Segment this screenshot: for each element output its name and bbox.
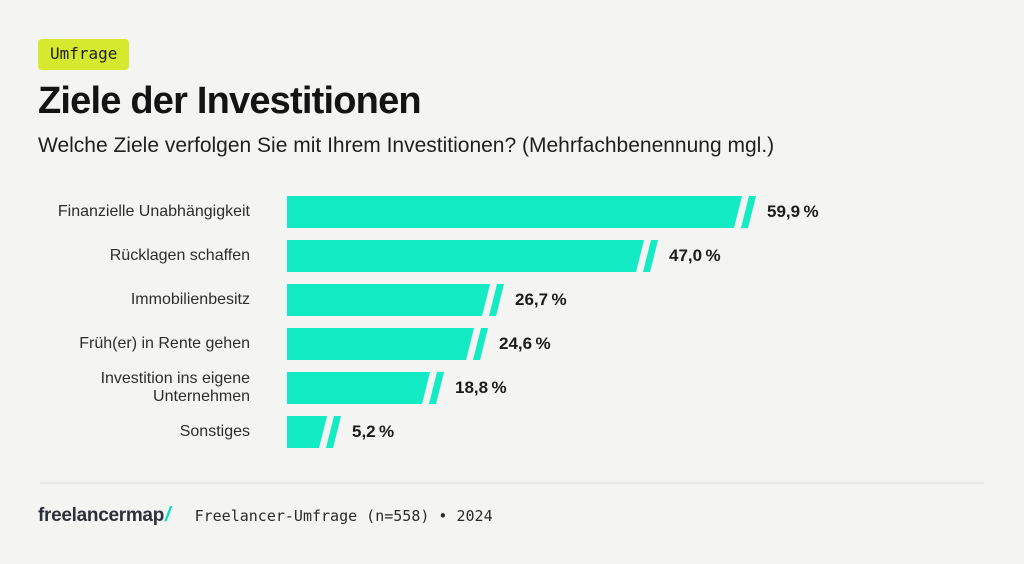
bar (287, 196, 742, 228)
bar-row: Immobilienbesitz 26,7 % (38, 278, 988, 322)
category-label: Früh(er) in Rente gehen (79, 334, 250, 352)
bar-tip (473, 328, 488, 360)
category-label: Sonstiges (179, 422, 250, 440)
category-label: Rücklagen schaffen (109, 246, 250, 264)
bar (287, 416, 327, 448)
bar-row: Früh(er) in Rente gehen 24,6 % (38, 322, 988, 366)
umfrage-badge: Umfrage (38, 39, 130, 70)
value-label: 47,0 % (669, 246, 721, 265)
bar-row: Rücklagen schaffen 47,0 % (38, 234, 988, 278)
footer-divider (40, 482, 984, 484)
bar-row: Investition ins eigene Unternehmen 18,8 % (38, 366, 988, 410)
category-label: Finanzielle Unabhängigkeit (57, 202, 250, 220)
page-subtitle: Welche Ziele verfolgen Sie mit Ihrem Inv… (38, 134, 775, 157)
footer: freelancermap/ Freelancer-Umfrage (n=558… (38, 504, 493, 527)
category-label: Immobilienbesitz (130, 290, 250, 308)
bar-tip (326, 416, 341, 448)
bar-tip (741, 196, 756, 228)
bar (287, 284, 490, 316)
source-caption: Freelancer-Umfrage (n=558) • 2024 (194, 506, 493, 525)
category-label: Investition ins eigene Unternehmen (100, 369, 250, 405)
bar (287, 240, 644, 272)
freelancermap-logo: freelancermap/ (38, 504, 171, 527)
value-label: 59,9 % (767, 202, 819, 221)
bar (287, 328, 474, 360)
bar-tip (429, 372, 444, 404)
bar-tip (489, 284, 504, 316)
value-label: 26,7 % (515, 290, 567, 309)
value-label: 18,8 % (455, 378, 507, 397)
bar-row: Finanzielle Unabhängigkeit 59,9 % (38, 190, 988, 234)
logo-slash-icon: / (165, 504, 171, 526)
bar (287, 372, 430, 404)
value-label: 24,6 % (499, 334, 551, 353)
bar-row: Sonstiges 5,2 % (38, 410, 988, 454)
value-label: 5,2 % (352, 422, 395, 441)
logo-text: freelancermap (38, 505, 165, 526)
bar-tip (643, 240, 658, 272)
page-title: Ziele der Investitionen (38, 80, 422, 122)
bar-chart: Finanzielle Unabhängigkeit 59,9 % Rücklage… (38, 190, 988, 454)
